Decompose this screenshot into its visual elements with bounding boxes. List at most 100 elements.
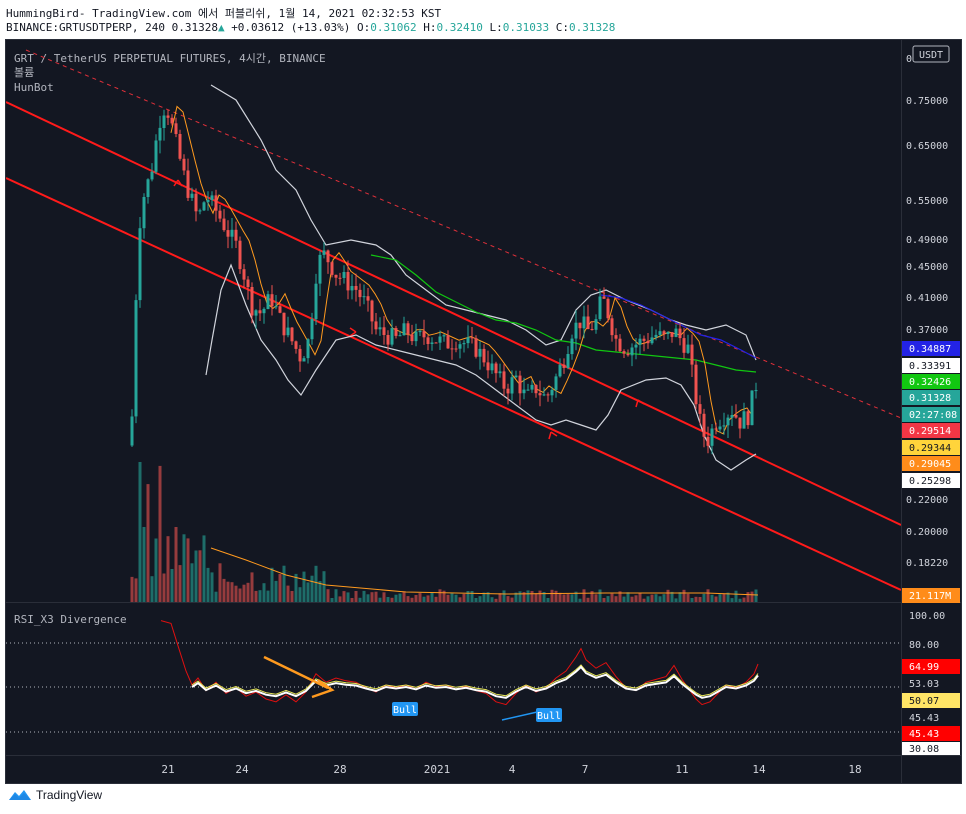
symbol-label: BINANCE:GRTUSDTPERP, 240 <box>6 21 165 34</box>
candle-body <box>130 416 134 446</box>
rsi-tag-red <box>902 659 960 674</box>
arrow-left-icon <box>349 327 357 337</box>
candle-body <box>674 328 678 337</box>
candle-body <box>446 335 450 349</box>
volume-bar <box>226 581 230 602</box>
candle-body <box>262 308 266 314</box>
volume-bar <box>230 582 234 602</box>
candle-body <box>574 322 578 339</box>
volume-bar <box>582 589 586 602</box>
price-tag-orange <box>902 456 960 471</box>
candle-body <box>286 327 290 336</box>
candle-body <box>314 283 318 320</box>
price-tick: 0.41000 <box>906 293 948 304</box>
candle-body <box>370 300 374 322</box>
volume-bar <box>586 597 590 602</box>
svg-text:0.25298: 0.25298 <box>909 476 951 487</box>
candle-body <box>386 335 390 345</box>
volume-bar <box>534 593 538 602</box>
candle-body <box>622 351 626 354</box>
volume-bar <box>478 596 482 602</box>
candle-body <box>470 337 474 339</box>
candle-body <box>638 338 642 345</box>
volume-bar <box>434 596 438 602</box>
volume-bar <box>658 596 662 602</box>
candle-body <box>294 341 298 349</box>
rsi-plot <box>6 620 901 733</box>
rsi-axis[interactable]: 100.00 80.00 64.99 53.03 50.07 45.43 45.… <box>902 611 960 755</box>
volume-bar <box>562 594 566 602</box>
candle-body <box>578 322 582 329</box>
candle-body <box>482 348 486 363</box>
candle-body <box>166 115 170 118</box>
high-value: 0.32410 <box>436 21 483 34</box>
volume-bar <box>138 462 142 602</box>
currency-badge[interactable] <box>912 45 950 63</box>
price-axis[interactable]: 0 0.75000 0.65000 0.55000 0.49000 0.4500… <box>902 54 960 603</box>
candle-body <box>394 328 398 336</box>
volume-bar <box>174 527 178 602</box>
volume-bar <box>558 592 562 602</box>
price-tag-yellow <box>902 440 960 455</box>
volume-bar <box>530 591 534 602</box>
tradingview-footer[interactable]: TradingView <box>8 788 102 802</box>
candle-body <box>398 335 402 337</box>
volume-bar <box>130 576 134 602</box>
candle-body <box>438 336 442 343</box>
volume-bar <box>650 594 654 602</box>
chart-panel[interactable]: GRT / TetherUS PERPETUAL FUTURES, 4시간, B… <box>5 39 962 784</box>
candle-body <box>522 389 526 394</box>
candle-body <box>146 179 150 197</box>
candle-body <box>362 296 366 298</box>
volume-bar <box>378 597 382 602</box>
candle-body <box>590 329 594 330</box>
candle-body <box>134 300 138 417</box>
volume-bar <box>734 590 738 602</box>
volume-bar <box>438 589 442 602</box>
bollinger-upper <box>210 84 757 361</box>
time-axis[interactable]: 21 24 28 2021 4 7 11 14 18 <box>161 763 861 776</box>
volume-bar <box>330 598 334 602</box>
candle-body <box>554 376 558 390</box>
rsi-tick: 100.00 <box>909 611 945 622</box>
volume-bar <box>354 591 358 602</box>
price-tick: 0 <box>906 54 912 65</box>
volume-bar <box>514 592 518 602</box>
ma-orange <box>170 105 754 435</box>
candle-body <box>214 195 218 211</box>
candle-body <box>306 339 310 359</box>
volume-bar <box>706 589 710 602</box>
candle-body <box>558 364 562 377</box>
volume-bar <box>602 598 606 602</box>
volume-bar <box>374 591 378 602</box>
close-value: 0.31328 <box>568 21 616 34</box>
candle-body <box>542 394 546 396</box>
candle-body <box>722 425 726 427</box>
volume-bar <box>542 592 546 602</box>
candle-body <box>346 272 350 291</box>
volume-bar <box>170 569 174 602</box>
svg-text:45.43: 45.43 <box>909 729 939 740</box>
price-tag-red <box>902 423 960 438</box>
candle-body <box>666 332 670 334</box>
candle-body <box>738 417 742 429</box>
candle-body <box>302 358 306 362</box>
candle-body <box>238 240 242 270</box>
volume-bar <box>486 592 490 602</box>
price-tick: 0.20000 <box>906 527 948 538</box>
rsi-legend: RSI_X3 Divergence <box>14 613 127 626</box>
svg-text:0.29514: 0.29514 <box>909 426 951 437</box>
candle-body <box>474 338 478 357</box>
volume-bar <box>234 585 238 602</box>
candle-body <box>274 306 278 308</box>
bull-label-1: Bull <box>392 702 418 716</box>
chart-canvas[interactable]: GRT / TetherUS PERPETUAL FUTURES, 4시간, B… <box>6 40 961 783</box>
candle-body <box>226 230 230 237</box>
price-tag-white2 <box>902 473 960 488</box>
svg-text:Bull: Bull <box>537 711 561 722</box>
volume-bar <box>306 582 310 602</box>
candle-body <box>194 193 198 212</box>
price-tag-last <box>902 390 960 405</box>
volume-bar <box>294 573 298 602</box>
volume-bar <box>150 576 154 602</box>
